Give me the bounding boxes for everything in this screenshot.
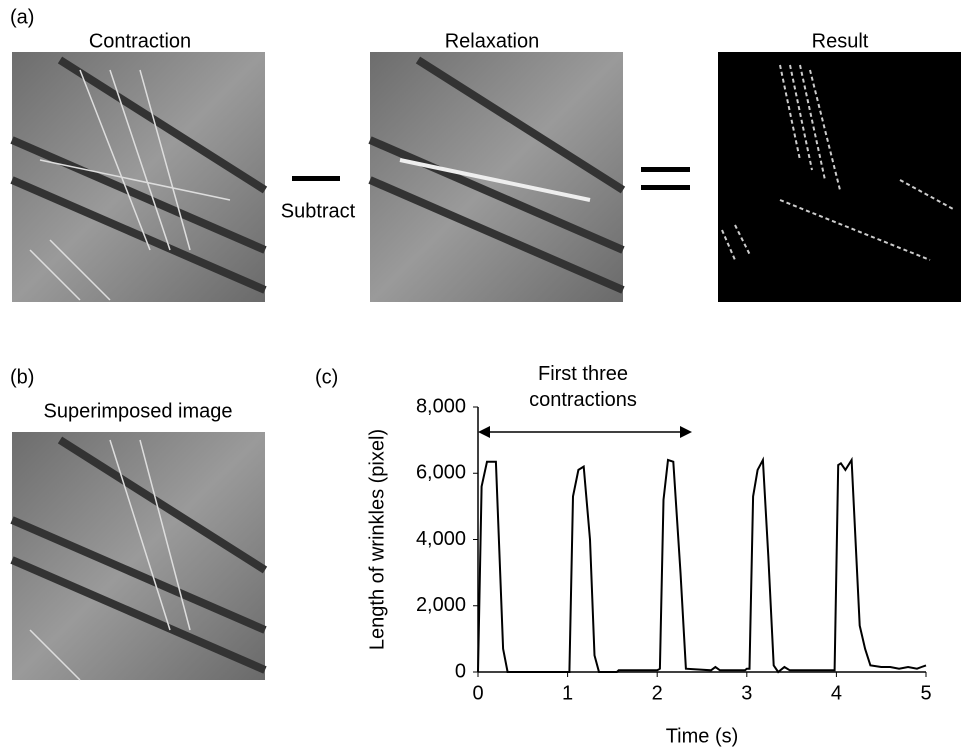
equals-sign (641, 167, 690, 172)
panel-label: (a) (10, 6, 34, 28)
micrograph (368, 52, 626, 302)
x-axis-title: Time (s) (666, 725, 739, 747)
y-tick-label: 6,000 (416, 462, 466, 484)
line-chart: 0 2,000 4,000 6,000 8,000 0 1 2 3 4 5 Time (s) Lengt… (366, 363, 931, 747)
operator-label: Subtract (281, 200, 356, 222)
data-line (477, 456, 927, 674)
panel-label: (c) (315, 366, 338, 388)
y-axis-title: Length of wrinkles (pixel) (366, 429, 388, 650)
x-tick-label: 2 (652, 682, 663, 704)
micrograph (10, 432, 268, 681)
y-tick-label: 4,000 (416, 528, 466, 550)
x-tick-label: 1 (562, 682, 573, 704)
image-title: Relaxation (445, 30, 540, 52)
annotation: First three contractions (529, 363, 637, 411)
panel-label: (b) (10, 366, 34, 388)
y-tick-label: 2,000 (416, 594, 466, 616)
x-tick-label: 5 (920, 682, 931, 704)
image-title: Superimposed image (44, 400, 233, 422)
x-tick-label: 0 (472, 682, 483, 704)
y-tick-label: 0 (455, 660, 466, 682)
minus-sign (292, 176, 340, 181)
result-image (718, 52, 961, 302)
image-title: Contraction (89, 30, 191, 52)
micrograph (10, 52, 268, 302)
x-tick-label: 3 (741, 682, 752, 704)
image-title: Result (812, 30, 869, 52)
y-tick-label: 8,000 (416, 395, 466, 417)
equals-sign (641, 185, 690, 190)
x-tick-label: 4 (831, 682, 842, 704)
